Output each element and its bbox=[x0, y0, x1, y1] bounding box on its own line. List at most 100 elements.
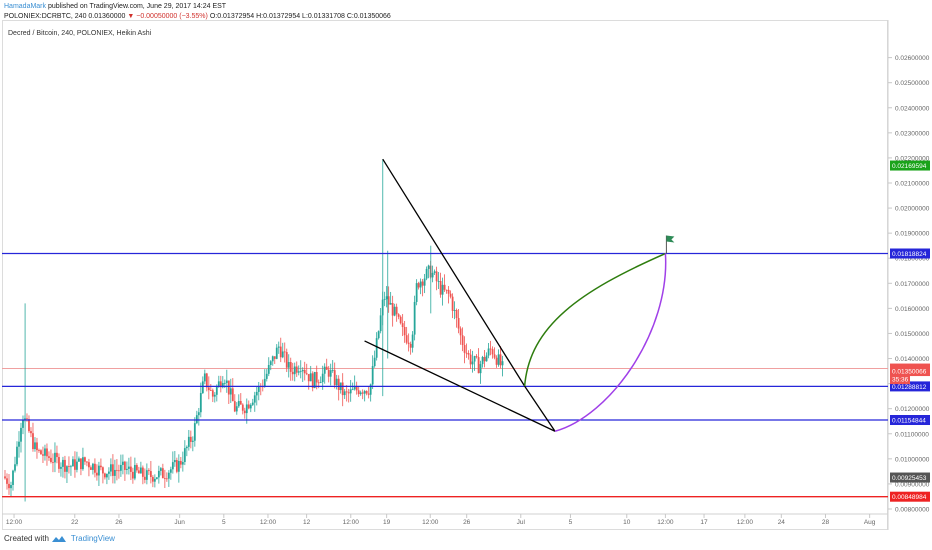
candle-body bbox=[447, 289, 450, 294]
candle-body bbox=[26, 418, 28, 420]
candle-body bbox=[78, 458, 80, 462]
candles[interactable] bbox=[4, 159, 504, 502]
y-tick-label: 0.01000000 bbox=[895, 456, 930, 463]
candle-body bbox=[265, 373, 268, 379]
candle-body bbox=[96, 472, 98, 476]
candle-body bbox=[233, 401, 236, 412]
candle-body bbox=[293, 366, 296, 375]
candle-body bbox=[449, 293, 452, 297]
candle-body bbox=[114, 469, 116, 476]
candle-body bbox=[269, 361, 272, 366]
price-badge bbox=[890, 472, 930, 483]
candle-body bbox=[16, 446, 18, 465]
y-tick-label: 0.02500000 bbox=[895, 80, 930, 87]
candle-body bbox=[295, 366, 298, 373]
candle-body bbox=[359, 392, 362, 395]
x-tick-label: 12 bbox=[303, 519, 311, 526]
ohlc-values: O:0.01372954 H:0.01372954 L:0.01331708 C… bbox=[209, 13, 391, 20]
price-badge bbox=[890, 381, 930, 392]
candle-body bbox=[76, 461, 78, 470]
candle-body bbox=[317, 382, 320, 384]
candle-body bbox=[187, 436, 190, 447]
candle-body bbox=[433, 271, 436, 273]
candle-body bbox=[104, 473, 106, 478]
candle-body bbox=[375, 338, 378, 358]
chart-title: Decred / Bitcoin, 240, POLONIEX, Heikin … bbox=[8, 30, 152, 37]
price-badge bbox=[890, 160, 930, 171]
candle-body bbox=[329, 370, 332, 377]
price-badge-label: 0.02169594 bbox=[892, 163, 927, 170]
author-name[interactable]: HamadaMark bbox=[4, 3, 47, 10]
candle-body bbox=[389, 303, 392, 305]
candle-body bbox=[477, 357, 480, 374]
candle-body bbox=[461, 335, 464, 346]
price-badge-label: 0.00925453 bbox=[892, 475, 927, 482]
candle-body bbox=[185, 446, 188, 449]
x-tick-label: 12:00 bbox=[657, 519, 674, 526]
candle-body bbox=[307, 374, 310, 382]
horizontal-levels[interactable] bbox=[2, 252, 888, 498]
y-tick-label: 0.00800000 bbox=[895, 506, 930, 513]
candle-body bbox=[98, 465, 100, 476]
candle-body bbox=[255, 391, 258, 396]
candle-body bbox=[385, 296, 388, 300]
candle-body bbox=[369, 384, 372, 395]
candle-body bbox=[387, 296, 390, 305]
candle-body bbox=[241, 404, 244, 411]
candle-body bbox=[115, 469, 118, 471]
candle-body bbox=[475, 356, 478, 358]
y-tick-label: 0.02600000 bbox=[895, 55, 930, 62]
price-badge-label: 35:36 bbox=[892, 377, 909, 384]
candle-body bbox=[175, 460, 178, 472]
candle-body bbox=[251, 402, 254, 405]
candle-body bbox=[351, 389, 354, 391]
x-tick-label: 12:00 bbox=[422, 519, 439, 526]
trend-drawings[interactable] bbox=[364, 158, 675, 432]
candle-body bbox=[357, 390, 360, 395]
candle-body bbox=[100, 465, 102, 468]
x-tick-label: 5 bbox=[222, 519, 226, 526]
candle-body bbox=[401, 323, 404, 328]
candle-body bbox=[425, 268, 428, 279]
candle-body bbox=[149, 471, 152, 477]
candle-body bbox=[347, 392, 350, 394]
candle-body bbox=[64, 459, 66, 472]
tradingview-brand[interactable]: TradingView bbox=[70, 534, 115, 543]
candle-body bbox=[147, 470, 150, 472]
candle-body bbox=[421, 281, 424, 286]
time-axis[interactable]: 12:00 22 26 Jun 5 12:00 12 12:00 19 12:00 26 Jul 5 10… bbox=[6, 514, 876, 526]
candle-body bbox=[56, 452, 58, 458]
candle-body bbox=[263, 378, 266, 387]
candle-body bbox=[117, 470, 120, 472]
candle-body bbox=[205, 373, 208, 388]
candle-body bbox=[315, 372, 318, 383]
candle-body bbox=[155, 477, 158, 479]
candle-body bbox=[133, 465, 136, 479]
candle-body bbox=[379, 315, 382, 332]
y-tick-label: 0.02300000 bbox=[895, 130, 930, 137]
candle-body bbox=[20, 427, 22, 442]
candle-body bbox=[199, 393, 202, 413]
candle-body bbox=[257, 386, 260, 392]
candle-body bbox=[371, 366, 374, 385]
candle-body bbox=[319, 382, 322, 383]
candle-body bbox=[106, 473, 108, 478]
candle-body bbox=[457, 317, 460, 329]
candle-body bbox=[108, 471, 110, 474]
candle-body bbox=[52, 462, 54, 463]
price-axis[interactable]: 0.02600000 0.02500000 0.02400000 0.02300000… bbox=[888, 55, 930, 513]
price-badge bbox=[890, 374, 910, 385]
candle-body bbox=[395, 306, 398, 315]
candle-body bbox=[361, 392, 364, 394]
y-tick-label: 0.02400000 bbox=[895, 105, 930, 112]
candle-body bbox=[393, 306, 396, 316]
candle-body bbox=[153, 478, 156, 482]
candle-body bbox=[495, 357, 498, 365]
price-change: ▼ −0.00050000 (−3.55%) bbox=[127, 13, 208, 20]
candle-body bbox=[229, 388, 232, 395]
candle-body bbox=[249, 404, 252, 409]
price-badge-label: 0.01288812 bbox=[892, 384, 927, 391]
candle-body bbox=[289, 362, 292, 372]
x-tick-label: 5 bbox=[569, 519, 573, 526]
